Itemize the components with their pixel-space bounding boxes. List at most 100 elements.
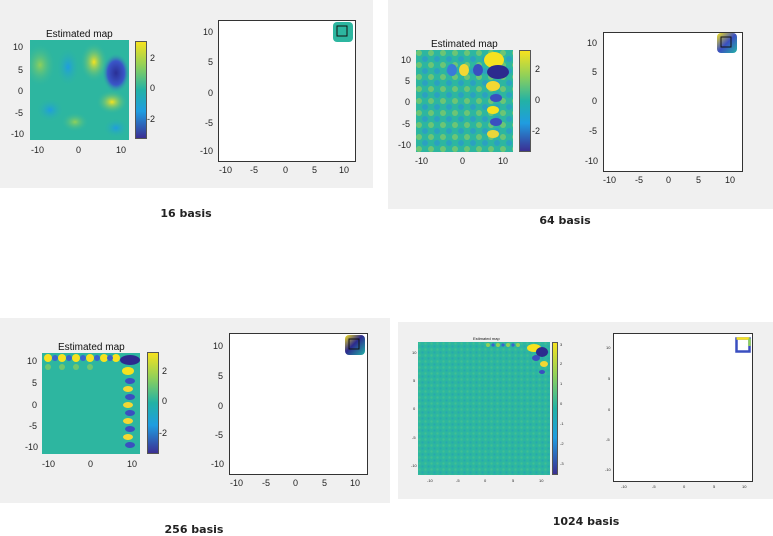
x-tick: 0 [293, 478, 299, 488]
robot-icon [332, 21, 354, 43]
colorbar-tick: 2 [162, 366, 168, 376]
y-tick: 0 [592, 96, 598, 106]
x-tick: -10 [31, 145, 45, 155]
x-tick: 5 [713, 484, 716, 489]
x-tick: 5 [322, 478, 328, 488]
colorbar-tick: 0 [560, 401, 563, 406]
y-tick: -5 [215, 430, 224, 440]
y-tick: 10 [203, 27, 214, 37]
colorbar-tick: 2 [560, 361, 563, 366]
x-tick: -10 [415, 156, 429, 166]
y-tick: 0 [218, 401, 224, 411]
y-tick: -10 [200, 146, 214, 156]
x-tick: 5 [312, 165, 318, 175]
x-tick: 0 [283, 165, 289, 175]
y-tick: 0 [413, 406, 416, 411]
colorbar-tick: -2 [147, 114, 156, 124]
y-tick: -5 [205, 118, 214, 128]
heat-title: Estimated map [473, 336, 500, 341]
x-tick: -5 [250, 165, 259, 175]
y-tick: -5 [412, 435, 416, 440]
x-tick: 5 [512, 478, 515, 483]
x-tick: 10 [127, 459, 138, 469]
colorbar-tick: -3 [560, 461, 564, 466]
x-tick: -10 [427, 478, 433, 483]
trajectory-plot [613, 333, 753, 482]
figure-caption: 256 basis [164, 523, 224, 536]
x-tick: 10 [539, 478, 544, 483]
trajectory-plot [603, 32, 743, 172]
y-tick: 0 [18, 86, 24, 96]
x-tick: -10 [603, 175, 617, 185]
y-tick: -5 [29, 421, 38, 431]
estimated-map-heatmap [42, 353, 140, 454]
x-tick: -10 [42, 459, 56, 469]
y-tick: 5 [32, 378, 38, 388]
robot-icon [716, 32, 738, 54]
x-tick: 10 [742, 484, 747, 489]
x-tick: 10 [498, 156, 509, 166]
x-tick: 10 [116, 145, 127, 155]
y-tick: -10 [11, 129, 25, 139]
colorbar-tick: 3 [560, 342, 563, 347]
colorbar-tick: 1 [560, 381, 563, 386]
y-tick: 5 [608, 376, 611, 381]
y-tick: -10 [585, 156, 599, 166]
colorbar [147, 352, 159, 454]
x-tick: -5 [262, 478, 271, 488]
y-tick: -5 [606, 437, 610, 442]
figure-caption: 64 basis [539, 214, 591, 227]
trajectory-plot [229, 333, 368, 475]
robot-icon [735, 337, 751, 354]
colorbar-tick: 0 [162, 396, 168, 406]
y-tick: 0 [208, 88, 214, 98]
y-tick: -5 [589, 126, 598, 136]
x-tick: -10 [230, 478, 244, 488]
robot-icon [344, 334, 366, 356]
colorbar [135, 41, 147, 139]
x-tick: 0 [88, 459, 94, 469]
y-tick: 10 [27, 356, 38, 366]
y-tick: 5 [413, 378, 416, 383]
estimated-map-heatmap [416, 50, 513, 152]
y-tick: 0 [608, 407, 611, 412]
y-tick: 0 [32, 400, 38, 410]
colorbar-tick: -2 [560, 441, 564, 446]
x-tick: 10 [350, 478, 361, 488]
colorbar-tick: 0 [150, 83, 156, 93]
x-tick: -10 [621, 484, 627, 489]
y-tick: 10 [401, 55, 412, 65]
y-tick: -5 [15, 108, 24, 118]
x-tick: -5 [456, 478, 460, 483]
x-tick: 10 [339, 165, 350, 175]
x-tick: 0 [76, 145, 82, 155]
y-tick: -10 [211, 459, 225, 469]
colorbar-tick: -2 [159, 428, 168, 438]
colorbar-tick: 2 [150, 53, 156, 63]
y-tick: 5 [592, 67, 598, 77]
y-tick: 5 [208, 57, 214, 67]
x-tick: 5 [696, 175, 702, 185]
y-tick: -5 [402, 119, 411, 129]
y-tick: 10 [412, 350, 417, 355]
y-tick: -10 [605, 467, 611, 472]
colorbar-tick: -2 [532, 126, 541, 136]
estimated-map-heatmap [418, 342, 550, 475]
colorbar-tick: 2 [535, 64, 541, 74]
colorbar-tick: -1 [560, 421, 564, 426]
heat-title: Estimated map [46, 29, 113, 40]
x-tick: -5 [652, 484, 656, 489]
trajectory-plot [218, 20, 356, 162]
y-tick: 10 [606, 345, 611, 350]
colorbar [552, 342, 558, 475]
y-tick: 5 [18, 65, 24, 75]
x-tick: 0 [460, 156, 466, 166]
y-tick: -10 [411, 463, 417, 468]
figure-caption: 1024 basis [552, 515, 620, 528]
y-tick: 5 [218, 371, 224, 381]
colorbar [519, 50, 531, 152]
y-tick: 5 [405, 76, 411, 86]
heat-title: Estimated map [431, 39, 498, 50]
x-tick: -10 [219, 165, 233, 175]
x-tick: 0 [484, 478, 487, 483]
